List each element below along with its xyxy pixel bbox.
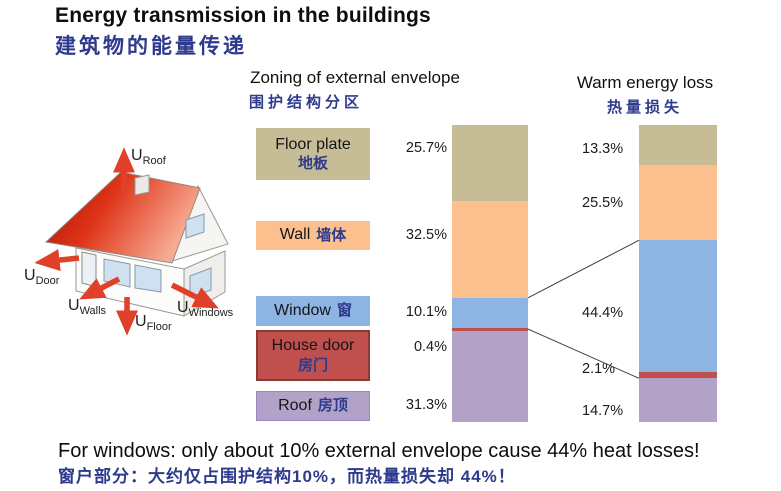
bar1-segment-wall [452,201,528,298]
u-windows-label: UWindows [177,299,234,319]
bar2-segment-window [639,240,717,373]
page-title: Energy transmission in the buildings [55,4,431,27]
bar1-value-house-door: 0.4% [413,339,447,355]
bar1-segment-roof [452,329,528,422]
u-door-arrow [34,249,80,272]
legend-floor-plate: Floor plate 地板 [256,128,370,180]
loss-header-zh: 热量损失 [606,99,683,116]
house-chimney [134,174,150,196]
bar2-value-wall: 25.5% [582,195,624,211]
bar1-value-floor-plate: 25.7% [405,140,447,156]
bar1-segment-window [452,297,528,328]
bar2-value-house-door: 2.1% [582,361,616,377]
bar1-value-roof: 31.3% [405,397,447,413]
bar2-value-floor-plate: 13.3% [582,141,624,157]
u-door-label: UDoor [24,267,60,287]
front-window-2 [134,264,162,293]
u-roof-label: URoof [131,147,167,167]
loss-column-header: Warm energy loss 热量损失 [556,73,734,117]
bar2-value-window: 44.4% [582,305,624,321]
legend-wall-label-zh: 墙体 [316,226,347,244]
legend-roof-label-en: Roof [278,396,312,414]
bar2-value-roof: 14.7% [582,403,624,419]
u-windows-arrow [170,282,219,309]
legend-window-label-en: Window [274,301,331,319]
gable-window [185,213,205,239]
u-walls-arrow [79,276,121,300]
bar1-segment-floor-plate [452,125,528,202]
legend-roof-label-zh: 房顶 [317,397,348,415]
u-walls-label: UWalls [68,297,107,317]
legend-house-door: House door 房门 [256,330,370,381]
bar1-value-window: 10.1% [405,304,447,320]
house-roof [44,171,201,264]
envelope-column-header: Zoning of external envelope 围护结构分区 [238,68,472,112]
envelope-header-en: Zoning of external envelope [250,68,460,87]
legend-house-door-label-zh: 房门 [297,356,328,374]
page-title-zh: 建筑物的能量传递 [55,35,247,58]
bar2-segment-roof [639,378,717,422]
footer-text-en: For windows: only about 10% external env… [58,440,700,462]
legend-wall-label-en: Wall [279,226,311,244]
legend-wall: Wall 墙体 [256,221,370,250]
legend-roof: Roof 房顶 [256,391,370,421]
envelope-header-zh: 围护结构分区 [249,94,364,111]
front-window-1 [103,258,131,288]
u-floor-label: UFloor [135,313,172,333]
loss-header-en: Warm energy loss [576,73,714,92]
legend-house-door-label-en: House door [271,337,355,355]
legend-window-label-zh: 窗 [336,302,352,320]
house-illustration: URoof UDoor UWalls UFloor UWindows [24,147,234,336]
footer-text-zh: 窗户部分：大约仅占围护结构10%，而热量损失却 44%！ [58,467,516,486]
legend-floor-plate-label-zh: 地板 [297,155,328,173]
bar1-value-wall: 32.5% [405,227,447,243]
bar2-segment-house-door [639,372,717,379]
legend-floor-plate-label-en: Floor plate [275,135,351,153]
bar1-segment-house-door [452,327,528,332]
legend-window: Window 窗 [256,296,370,326]
bar2-segment-floor-plate [639,125,717,165]
bar2-segment-wall [639,164,717,241]
